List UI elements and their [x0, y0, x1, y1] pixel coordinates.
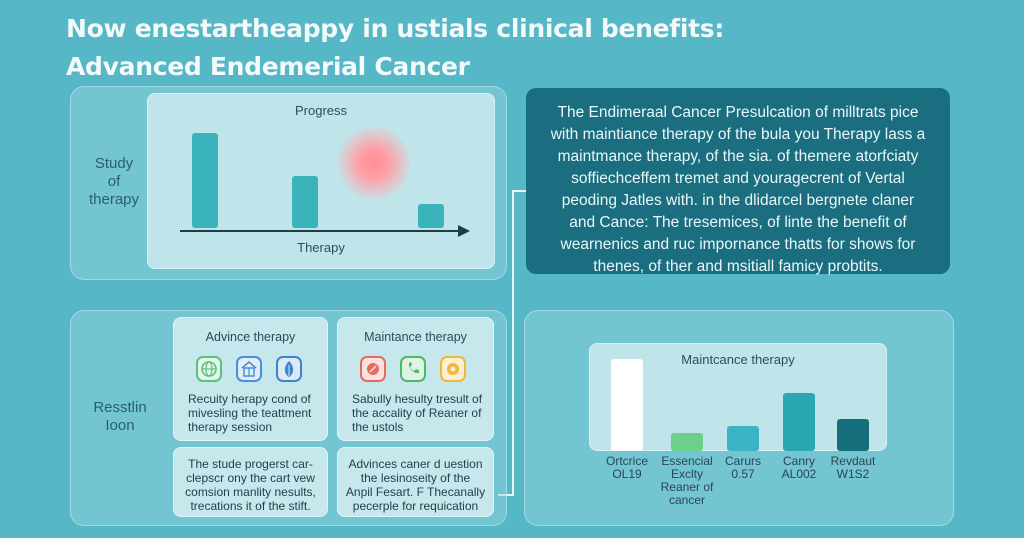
- progress-results-text: The stude progerst car- clepscr ony the …: [185, 457, 316, 513]
- advance-therapy-heading: Advince therapy: [205, 330, 296, 344]
- badge-icon: [440, 356, 466, 382]
- maintance-therapy-text: Sabully hesulty tresult of the accality …: [352, 392, 483, 434]
- connector-line: [512, 190, 514, 496]
- maintenance-bar-4: [783, 393, 815, 451]
- maintance-therapy-heading: Maintance therapy: [364, 330, 467, 344]
- maintance-therapy-card: Maintance therapy Sabully hesulty tresul…: [337, 317, 494, 441]
- connector-top: [512, 190, 526, 192]
- globe-icon: [196, 356, 222, 382]
- leaf-icon: [276, 356, 302, 382]
- maintenance-label-2: Essencial Exclty Reaner of cancer: [660, 454, 714, 507]
- maintenance-label-4: Canry AL002: [781, 454, 817, 481]
- title-line-2: Advanced Endemerial Cancer: [66, 52, 470, 81]
- progress-bar-3: [418, 204, 444, 228]
- maintenance-bar-3: [727, 426, 759, 451]
- progress-chart-xlabel: Therapy: [297, 240, 345, 255]
- advances-text: Advinces caner d uestion the lesinoseity…: [345, 457, 486, 513]
- maintenance-label-3: Carurs 0.57: [724, 454, 761, 481]
- summary-box: The Endimeraal Cancer Presulcation of mi…: [526, 88, 950, 275]
- results-side-label: Resstlin Ioon: [93, 399, 147, 434]
- page-title: Now enestartheappy in ustials clinical b…: [66, 10, 966, 86]
- results-panel: Resstlin Ioon Advince therapy Recuity he…: [70, 310, 507, 526]
- progress-chart-title: Progress: [294, 103, 348, 118]
- maintenance-chart-title: Maintcance therapy: [681, 352, 795, 367]
- progress-results-card: The stude progerst car- clepscr ony the …: [173, 447, 328, 517]
- progress-chart: Progress Therapy: [147, 93, 495, 269]
- maintenance-panel: Maintcance therapy Ortcrice OL19 Essenci…: [524, 310, 954, 526]
- maintenance-bars: [525, 311, 955, 527]
- summary-text: The Endimeraal Cancer Presulcation of mi…: [550, 104, 926, 275]
- progress-bar-2: [292, 176, 318, 228]
- pulse-marker: [338, 127, 410, 199]
- maintenance-bar-2: [671, 433, 703, 451]
- building-icon: [236, 356, 262, 382]
- phone-icon: [400, 356, 426, 382]
- x-axis-arrow: [180, 230, 462, 232]
- x-axis-arrowhead: [458, 225, 470, 237]
- study-panel: Study of therapy Progress Therapy: [70, 86, 507, 280]
- maintenance-label-1: Ortcrice OL19: [606, 454, 648, 481]
- progress-bar-1: [192, 133, 218, 228]
- advance-therapy-text: Recuity herapy cond of mivesling the tea…: [188, 392, 312, 434]
- ribbon-icon: [360, 356, 386, 382]
- advance-therapy-card: Advince therapy Recuity herapy cond of m…: [173, 317, 328, 441]
- advances-card: Advinces caner d uestion the lesinoseity…: [337, 447, 494, 517]
- study-side-label: Study of therapy: [88, 155, 140, 208]
- maintenance-bar-1: [611, 359, 643, 451]
- maintenance-bar-5: [837, 419, 869, 451]
- maintenance-label-5: Revdaut W1S2: [830, 454, 876, 481]
- title-line-1: Now enestartheappy in ustials clinical b…: [66, 14, 725, 43]
